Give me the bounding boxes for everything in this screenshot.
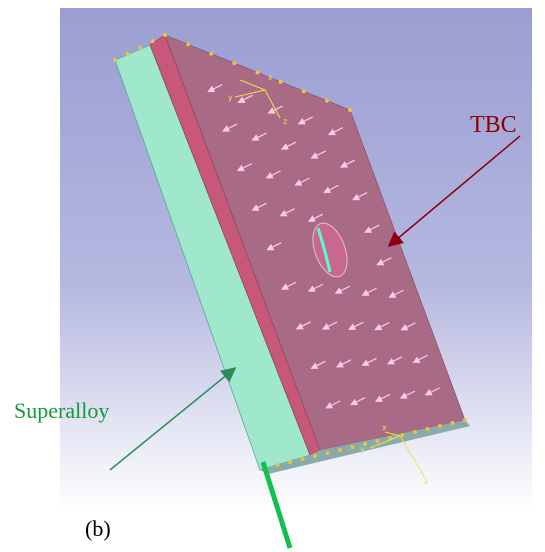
superalloy-label: Superalloy	[14, 398, 109, 423]
constraint-marker	[413, 430, 417, 434]
figure: x y z y x z TBC Superalloy (b)	[0, 0, 545, 552]
constraint-marker	[126, 52, 130, 56]
constraint-marker	[113, 58, 117, 62]
constraint-marker	[151, 39, 155, 43]
constraint-marker	[301, 457, 305, 461]
panel-label: (b)	[85, 516, 111, 541]
constraint-marker	[438, 424, 442, 428]
constraint-marker	[401, 433, 405, 437]
constraint-marker	[279, 80, 283, 84]
axis-label: y	[228, 93, 233, 102]
constraint-marker	[163, 33, 167, 37]
constraint-marker	[288, 460, 292, 464]
constraint-marker	[463, 418, 467, 422]
axis-label: y	[360, 445, 365, 454]
axis-label: z	[424, 477, 428, 486]
constraint-marker	[338, 448, 342, 452]
constraint-marker	[426, 427, 430, 431]
constraint-marker	[351, 445, 355, 449]
constraint-marker	[326, 451, 330, 455]
axis-label: x	[268, 73, 273, 82]
constraint-marker	[186, 42, 190, 46]
constraint-marker	[376, 439, 380, 443]
constraint-marker	[313, 454, 317, 458]
tbc-label: TBC	[470, 112, 517, 138]
constraint-marker	[348, 108, 352, 112]
constraint-marker	[256, 71, 260, 75]
constraint-marker	[276, 463, 280, 467]
constraint-marker	[302, 89, 306, 93]
constraint-marker	[209, 52, 213, 56]
constraint-marker	[138, 46, 142, 50]
constraint-marker	[451, 421, 455, 425]
axis-label: z	[283, 117, 287, 126]
constraint-marker	[325, 99, 329, 103]
axis-label: x	[382, 423, 387, 432]
constraint-marker	[232, 61, 236, 65]
